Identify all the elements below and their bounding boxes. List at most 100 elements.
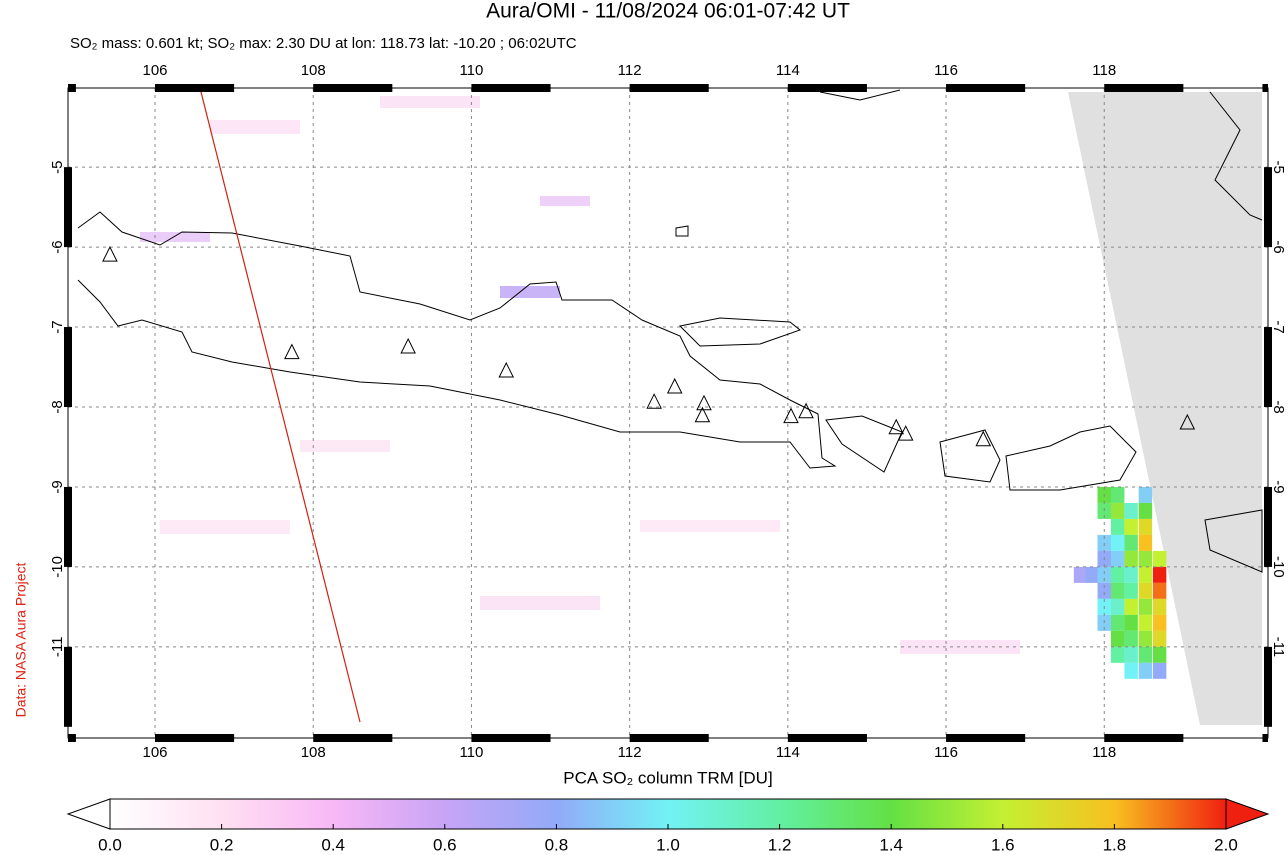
credit: Data: NASA Aura Project [13,562,29,717]
so2-pixel [1152,614,1167,631]
colorbar-tick-label: 0.0 [98,835,122,854]
so2-pixel [1110,486,1125,503]
coastline [825,415,903,473]
coastline [77,211,837,469]
y-tick-label: -11 [1270,637,1287,658]
colorbar-tick-label: 0.2 [210,835,234,854]
x-tick-label: 108 [301,744,326,761]
coastline [819,89,901,101]
colorbar-high-arrow [1225,798,1270,830]
x-tick-label: 116 [934,744,958,761]
grid [68,88,1268,738]
frame-segment [64,327,72,408]
so2-pixel [1097,534,1111,551]
volcano [798,402,814,419]
volcano [646,393,662,409]
so2-pixel [1110,502,1125,519]
so2-pixel [1152,598,1167,615]
volcanoes [102,245,1196,447]
y-tick-label: -6 [49,240,66,253]
frame-segment [471,84,551,92]
faint-pixel [540,196,590,206]
y-tick-label: -7 [49,320,66,333]
colorbar-tick-label: 0.8 [545,835,569,854]
frame-segment [787,84,867,92]
frame-segment [471,734,551,742]
colorbar-low-arrow [66,798,111,830]
faint-pixel [500,286,560,298]
so2-pixel [1110,582,1125,599]
colorbar-tick-label: 1.0 [656,835,680,854]
so2-pixel [1124,646,1138,663]
y-tick-label: -10 [49,556,66,578]
x-tick-label: 118 [1092,62,1116,79]
faint-pixel [160,520,290,534]
volcano [694,406,711,423]
y-tick-label: -9 [49,480,66,493]
so2-pixel [1152,646,1167,663]
volcano [783,407,799,424]
x-tick-label: 114 [776,62,800,79]
x-tick-label: 114 [776,744,800,761]
so2-pixel [1110,646,1125,663]
coastline [939,429,1001,483]
orbit-track [199,87,361,723]
colorbar-tick-label: 1.6 [991,835,1015,854]
y-tick-label: -6 [1270,240,1287,253]
so2-pixel [1124,582,1138,599]
frame-segment [1264,486,1272,567]
so2-pixel [1110,534,1125,551]
so2-pixel [1138,646,1153,663]
so2-pixel [1138,518,1153,535]
x-tick-label: 118 [1092,744,1116,761]
so2-pixel [1124,502,1138,519]
so2-pixel [1138,550,1153,567]
so2-pixels [1073,486,1167,679]
colorbar-label: PCA SO₂ column TRM [DU] [563,768,772,787]
frame-segment [68,84,76,92]
x-tick-label: 110 [459,744,483,761]
so2-pixel [1138,614,1153,631]
x-tick-label: 106 [142,62,167,79]
y-tick-label: -9 [1270,480,1287,493]
frame-segment [155,84,235,92]
coastlines [77,89,1263,573]
so2-pixel [1085,566,1100,583]
so2-pixel [1110,566,1125,583]
frame-segment [1264,646,1272,727]
frame-segment [1264,327,1272,408]
coastline [678,317,802,347]
chart-subtitle: SO₂ mass: 0.601 kt; SO₂ max: 2.30 DU at … [70,35,577,52]
frame-segment [1262,734,1268,742]
frame-segment [313,734,393,742]
so2-pixel [1097,582,1111,599]
y-tick-label: -5 [1270,160,1287,173]
so2-pixel [1138,662,1153,679]
frame-segment [68,734,76,742]
so2-pixel [1138,534,1153,551]
volcano [284,343,300,360]
so2-pixel [1124,566,1138,583]
x-tick-label: 108 [301,62,326,79]
so2-pixel [1124,550,1138,567]
x-tick-label: 112 [618,62,642,79]
so2-pixel [1138,566,1153,583]
y-tick-label: -10 [1270,556,1287,578]
frame-segment [787,734,867,742]
frame-segment [313,84,393,92]
y-tick-label: -5 [49,160,66,173]
so2-pixel [1152,550,1167,567]
so2-pixel [1124,630,1138,647]
so2-pixel [1138,486,1153,503]
frame-segment [1262,84,1268,92]
frame-segment [64,646,72,727]
volcano [400,337,416,354]
map-frame [64,84,1272,742]
so2-pixel [1124,614,1138,631]
coastline [1005,425,1137,491]
faint-pixel [140,232,210,242]
so2-pixel [1138,630,1153,647]
so2-pixel [1152,662,1167,679]
